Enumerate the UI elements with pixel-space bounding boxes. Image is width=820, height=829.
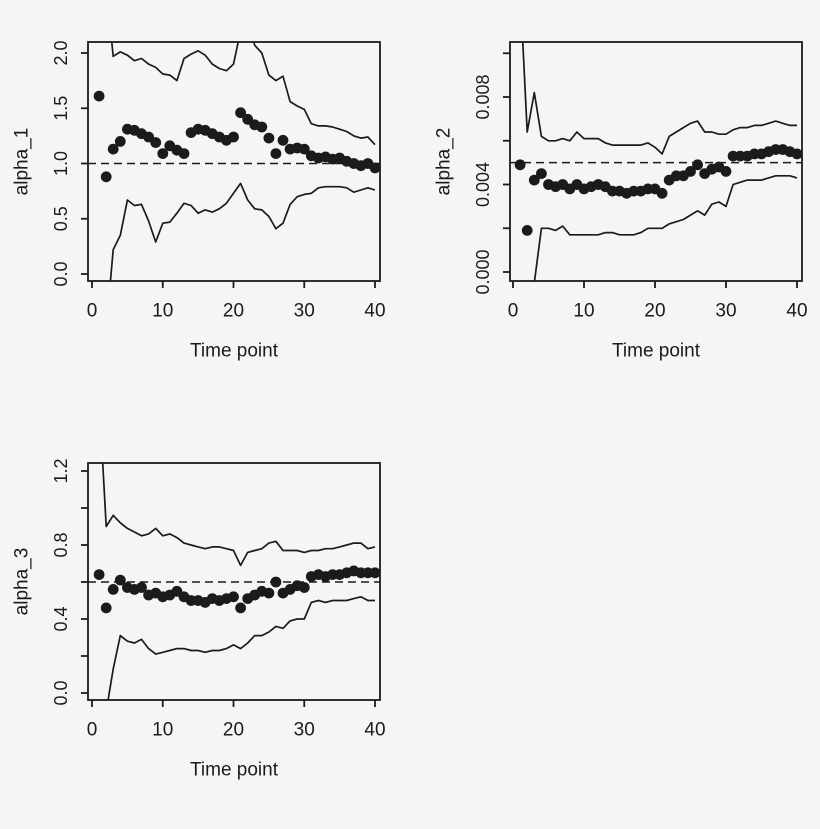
x-axis-title: Time point [612,341,701,362]
x-tick-label: 30 [715,301,736,322]
upper-confidence-band [521,42,797,155]
x-tick-label: 40 [786,301,807,322]
y-tick-label: 1.0 [51,151,71,176]
data-point [114,136,126,147]
y-tick-label: 0.4 [51,606,71,631]
data-point [720,166,732,177]
chart-alpha_3: 0 10 20 30 40 0.0 0.4 0.8 1.2 Time point alpha_3 [12,458,386,781]
lower-confidence-band [109,182,376,281]
x-tick-label: 20 [644,301,665,322]
x-axis-title: Time point [190,341,279,362]
data-point [521,225,533,236]
estimate-points [514,144,802,236]
y-tick-label: 1.2 [51,458,71,483]
data-point [277,134,289,146]
data-point [157,148,169,160]
lower-confidence-band [107,595,375,700]
data-point [692,159,703,171]
data-point [178,148,190,160]
data-point [235,107,247,119]
chart-alpha_1: 0 10 20 30 40 0.0 0.5 1.0 1.5 2.0 Time point alpha_… [12,40,386,362]
y-tick-label: 2.0 [51,40,71,65]
data-point [298,582,310,593]
x-tick-label: 20 [223,301,244,322]
data-point [263,587,275,599]
data-point [685,166,696,177]
x-tick-label: 30 [294,720,315,741]
data-point [514,159,526,171]
y-axis-title: alpha_1 [12,128,33,196]
data-point [369,567,380,579]
x-axis-title: Time point [190,760,279,781]
data-point [93,90,105,102]
x-tick-label: 40 [364,720,385,741]
data-point [114,574,126,586]
x-tick-label: 0 [87,720,98,741]
data-point [270,148,282,160]
data-point [235,602,247,614]
x-tick-label: 0 [508,301,519,322]
y-tick-label: 0.008 [473,74,493,119]
data-point [107,584,119,595]
data-point [93,569,105,580]
y-tick-label: 0.5 [51,206,71,231]
estimate-points [93,90,380,183]
estimate-points [93,565,380,614]
data-point [270,576,282,588]
data-point [228,131,239,143]
upper-confidence-band [110,42,376,146]
x-tick-label: 10 [152,301,173,322]
data-point [791,148,802,160]
x-tick-label: 10 [573,301,594,322]
plot-box [509,41,803,282]
chart-alpha_2: 0 10 20 30 40 0.000 0.004 0.008 Time point alpha_… [434,41,808,362]
x-tick-label: 30 [294,301,315,322]
data-point [528,174,540,186]
x-tick-label: 10 [152,720,173,741]
y-tick-label: 0.000 [473,249,493,294]
data-point [150,137,162,148]
data-point [298,143,310,155]
data-point [656,187,668,199]
y-tick-label: 1.5 [51,96,71,121]
lower-confidence-band [533,174,798,281]
data-point [369,162,380,174]
y-tick-label: 0.0 [51,261,71,286]
y-axis-title: alpha_2 [434,128,455,196]
y-tick-label: 0.0 [51,680,71,705]
data-point [256,121,268,133]
y-tick-label: 0.004 [473,162,493,207]
data-point [536,168,547,180]
x-tick-label: 0 [87,301,98,322]
data-point [263,132,275,144]
data-point [100,602,112,614]
upper-confidence-band [101,463,376,567]
data-point [100,171,112,183]
data-point [107,143,119,155]
y-tick-label: 0.8 [51,532,71,557]
x-tick-label: 40 [364,301,385,322]
data-point [136,582,147,593]
y-axis-title: alpha_3 [12,548,33,616]
x-tick-label: 20 [223,720,244,741]
data-point [228,591,239,603]
